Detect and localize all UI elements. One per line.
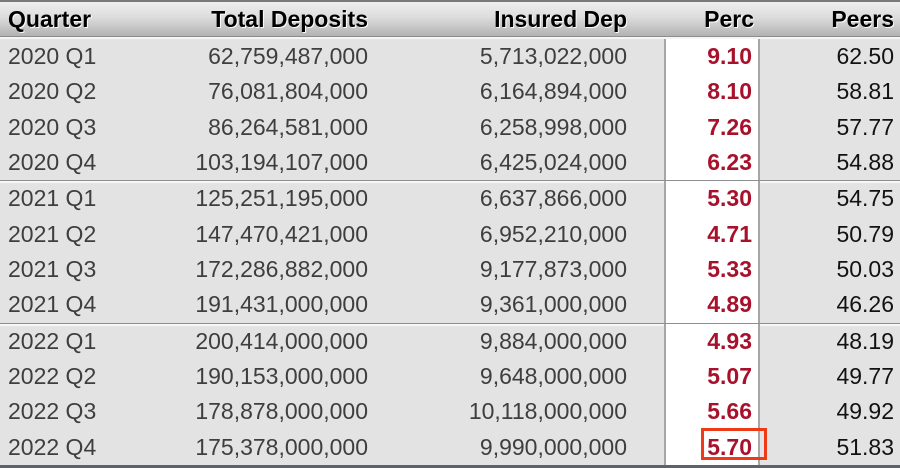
table-row: 2020 Q2 76,081,804,000 6,164,894,000 8.1…	[0, 74, 900, 110]
cell-total-deposits: 76,081,804,000	[208, 78, 368, 105]
column-header-insured-dep: Insured Dep	[494, 5, 627, 32]
cell-perc: 7.26	[664, 109, 760, 145]
cell-perc: 5.33	[664, 251, 760, 288]
cell-insured-dep: 9,361,000,000	[479, 291, 627, 318]
cell-total-deposits: 190,153,000,000	[195, 363, 368, 390]
cell-quarter: 2021 Q3	[8, 256, 97, 283]
cell-insured-dep: 6,258,998,000	[479, 113, 627, 140]
cell-perc: 5.07	[664, 358, 760, 395]
cell-insured-dep: 9,177,873,000	[479, 256, 627, 283]
cell-insured-dep: 9,648,000,000	[479, 363, 627, 390]
cell-quarter: 2022 Q3	[8, 398, 97, 425]
table-row: 2020 Q1 62,759,487,000 5,713,022,000 9.1…	[0, 39, 900, 75]
cell-quarter: 2022 Q1	[8, 327, 97, 354]
cell-insured-dep: 9,990,000,000	[479, 433, 627, 460]
cell-total-deposits: 175,378,000,000	[195, 433, 368, 460]
cell-quarter: 2020 Q2	[8, 78, 97, 105]
table-row: 2021 Q4 191,431,000,000 9,361,000,000 4.…	[0, 287, 900, 323]
cell-total-deposits: 172,286,882,000	[195, 256, 368, 283]
cell-peers: 49.92	[836, 398, 894, 425]
cell-total-deposits: 178,878,000,000	[195, 398, 368, 425]
cell-total-deposits: 62,759,487,000	[208, 43, 368, 70]
cell-total-deposits: 86,264,581,000	[208, 113, 368, 140]
cell-insured-dep: 6,425,024,000	[479, 149, 627, 176]
cell-perc: 4.71	[664, 216, 760, 252]
cell-quarter: 2021 Q1	[8, 185, 97, 212]
table-row: 2022 Q1 200,414,000,000 9,884,000,000 4.…	[0, 322, 900, 359]
column-header-total-deposits: Total Deposits	[211, 5, 368, 32]
column-header-quarter: Quarter	[8, 5, 92, 32]
cell-perc: 9.10	[664, 39, 760, 75]
cell-peers: 49.77	[836, 363, 894, 390]
column-header-peers: Peers	[831, 5, 894, 32]
cell-total-deposits: 191,431,000,000	[195, 291, 368, 318]
cell-quarter: 2021 Q2	[8, 220, 97, 247]
cell-quarter: 2022 Q2	[8, 363, 97, 390]
cell-peers: 54.75	[836, 185, 894, 212]
table-row: 2021 Q2 147,470,421,000 6,952,210,000 4.…	[0, 216, 900, 252]
column-header-perc: Perc	[704, 5, 754, 32]
cell-insured-dep: 10,118,000,000	[468, 398, 627, 425]
cell-insured-dep: 6,164,894,000	[479, 78, 627, 105]
table-row: 2020 Q3 86,264,581,000 6,258,998,000 7.2…	[0, 109, 900, 145]
cell-peers: 50.03	[836, 256, 894, 283]
cell-quarter: 2021 Q4	[8, 291, 97, 318]
cell-insured-dep: 6,952,210,000	[479, 220, 627, 247]
cell-total-deposits: 103,194,107,000	[195, 149, 368, 176]
table-row: 2022 Q2 190,153,000,000 9,648,000,000 5.…	[0, 358, 900, 395]
cell-insured-dep: 9,884,000,000	[479, 327, 627, 354]
table-header-row: Quarter Total Deposits Insured Dep Perc …	[0, 0, 900, 37]
cell-total-deposits: 200,414,000,000	[195, 327, 368, 354]
table-row: 2021 Q3 172,286,882,000 9,177,873,000 5.…	[0, 251, 900, 288]
cell-quarter: 2020 Q4	[8, 149, 97, 176]
cell-peers: 46.26	[836, 291, 894, 318]
cell-peers: 51.83	[836, 433, 894, 460]
table-row: 2022 Q4 175,378,000,000 9,990,000,000 5.…	[0, 429, 900, 465]
cell-insured-dep: 6,637,866,000	[479, 185, 627, 212]
cell-perc: 4.89	[664, 287, 760, 323]
cell-perc: 6.23	[664, 144, 760, 181]
table-row: 2021 Q1 125,251,195,000 6,637,866,000 5.…	[0, 180, 900, 217]
cell-peers: 58.81	[836, 78, 894, 105]
cell-perc: 4.93	[664, 323, 760, 359]
cell-perc: 8.10	[664, 74, 760, 110]
cell-peers: 54.88	[836, 149, 894, 176]
cell-quarter: 2020 Q1	[8, 43, 97, 70]
table-row: 2022 Q3 178,878,000,000 10,118,000,000 5…	[0, 394, 900, 430]
cell-perc: 5.70	[664, 429, 760, 465]
cell-peers: 62.50	[836, 43, 894, 70]
cell-total-deposits: 125,251,195,000	[195, 185, 368, 212]
cell-peers: 57.77	[836, 113, 894, 140]
cell-perc: 5.66	[664, 394, 760, 430]
cell-insured-dep: 5,713,022,000	[479, 43, 627, 70]
cell-peers: 50.79	[836, 220, 894, 247]
cell-total-deposits: 147,470,421,000	[195, 220, 368, 247]
cell-quarter: 2022 Q4	[8, 433, 97, 460]
cell-quarter: 2020 Q3	[8, 113, 97, 140]
cell-perc: 5.30	[664, 181, 760, 217]
cell-peers: 48.19	[836, 327, 894, 354]
table-row: 2020 Q4 103,194,107,000 6,425,024,000 6.…	[0, 144, 900, 181]
table-body: 2020 Q1 62,759,487,000 5,713,022,000 9.1…	[0, 37, 900, 465]
